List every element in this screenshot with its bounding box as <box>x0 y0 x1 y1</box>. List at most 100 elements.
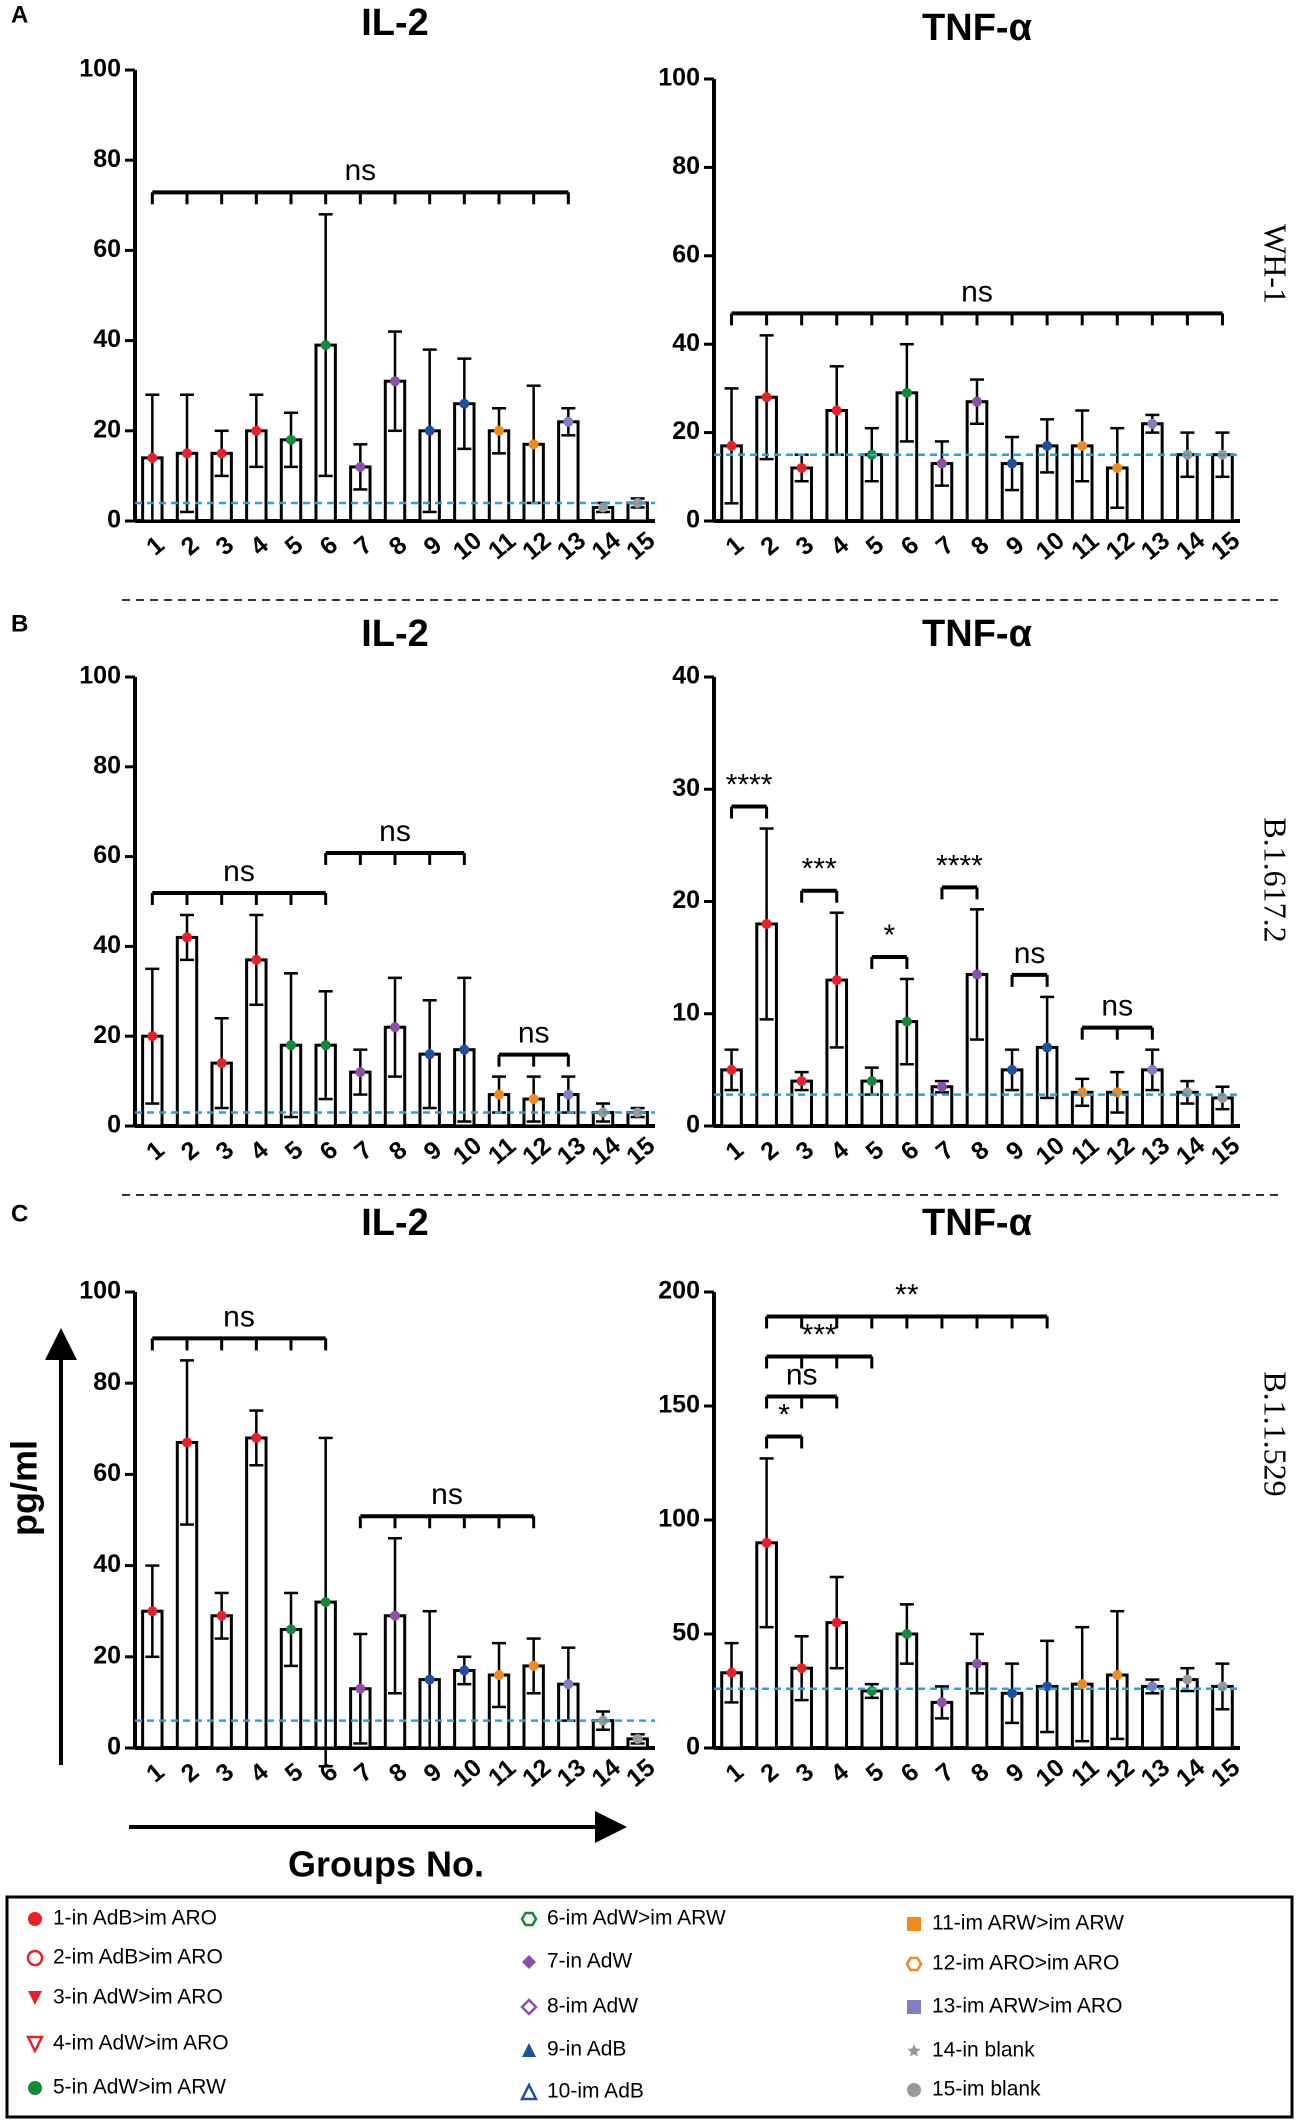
mean-dot <box>563 1679 574 1690</box>
legend-box <box>5 1895 1294 2119</box>
mean-dot <box>528 439 539 450</box>
x-tick-label: 8 <box>966 1136 995 1166</box>
y-tick-label: 0 <box>107 506 121 534</box>
mean-dot <box>494 1670 504 1681</box>
x-tick-label: 1 <box>720 1136 749 1166</box>
y-tick-label: 0 <box>686 1733 700 1761</box>
panel-label: C <box>11 1200 28 1227</box>
significance-label: ns <box>223 855 255 888</box>
mean-dot <box>424 1049 435 1060</box>
mean-dot <box>1182 1674 1193 1685</box>
x-tick-label: 10 <box>448 1753 487 1792</box>
y-tick-label: 30 <box>672 774 700 802</box>
y-tick-label: 80 <box>93 145 121 173</box>
legend-label: 6-im AdW>im ARW <box>547 1907 726 1930</box>
x-tick-label: 9 <box>418 1136 447 1166</box>
mean-dot <box>1112 1087 1123 1098</box>
x-tick-label: 8 <box>384 1758 413 1788</box>
x-tick-label: 15 <box>621 1753 660 1792</box>
x-tick-label: 5 <box>280 1758 309 1788</box>
bar <box>557 420 580 523</box>
x-tick-label: 5 <box>280 1136 309 1166</box>
x-tick-label: 7 <box>349 1136 378 1166</box>
mean-dot <box>972 969 982 980</box>
legend-marker <box>25 2035 45 2054</box>
legend-marker <box>28 2081 42 2095</box>
x-tick-label: 8 <box>384 1136 413 1166</box>
mean-dot <box>598 502 608 513</box>
y-tick-label: 80 <box>93 751 121 779</box>
x-tick-label: 4 <box>245 531 274 561</box>
legend-marker <box>907 2044 921 2057</box>
y-tick-label: 20 <box>93 1021 121 1049</box>
y-axis-label: pg/ml <box>4 1440 45 1536</box>
chart-title: TNF-α <box>922 7 1032 49</box>
x-tick-label: 3 <box>790 1758 819 1788</box>
mean-dot <box>251 1432 262 1443</box>
bar <box>1141 1684 1164 1750</box>
mean-dot <box>1007 1688 1018 1699</box>
chart-title: TNF-α <box>922 1202 1032 1244</box>
chart-title: TNF-α <box>922 613 1032 655</box>
mean-dot <box>726 1064 737 1075</box>
mean-dot <box>320 1597 331 1608</box>
y-tick-label: 0 <box>107 1111 121 1139</box>
bar <box>175 935 199 1128</box>
x-tick-label: 1 <box>720 531 749 561</box>
chart-title: IL-2 <box>361 2 429 44</box>
mean-dot <box>390 1022 400 1033</box>
significance-label: **** <box>726 768 773 801</box>
mean-dot <box>424 1674 435 1685</box>
x-tick-label: 6 <box>896 1758 925 1788</box>
significance-label: ** <box>895 1278 919 1311</box>
x-tick-label: 10 <box>1031 526 1070 565</box>
y-tick-label: 0 <box>107 1733 121 1761</box>
x-tick-label: 3 <box>210 1136 239 1166</box>
x-tick-label: 9 <box>418 1758 447 1788</box>
x-tick-label: 10 <box>448 1131 487 1170</box>
y-tick-label: 100 <box>79 55 121 83</box>
x-tick-label: 6 <box>896 1136 925 1166</box>
x-tick-label: 10 <box>1031 1131 1070 1170</box>
legend-marker <box>522 1955 536 1969</box>
x-tick-label: 12 <box>517 526 556 565</box>
legend-marker <box>519 2082 539 2101</box>
legend-label: 5-in AdW>im ARW <box>53 2076 226 2099</box>
legend-marker <box>28 1991 42 2005</box>
mean-dot <box>355 461 366 472</box>
x-tick-label: 10 <box>1031 1753 1070 1792</box>
y-tick-label: 150 <box>658 1391 700 1419</box>
mean-dot <box>1042 1042 1053 1053</box>
x-tick-label: 13 <box>1136 526 1175 565</box>
mean-dot <box>1042 440 1053 451</box>
x-axis-label: Groups No. <box>288 1844 484 1885</box>
mean-dot <box>251 954 262 965</box>
x-tick-label: 6 <box>314 1136 343 1166</box>
mean-dot <box>1112 1670 1123 1681</box>
y-tick-label: 20 <box>93 1641 121 1669</box>
mean-dot <box>1147 1064 1158 1075</box>
x-tick-label: 2 <box>176 1136 205 1166</box>
mean-dot <box>1112 462 1123 473</box>
x-tick-label: 15 <box>1206 1131 1245 1170</box>
x-tick-label: 2 <box>755 531 784 561</box>
mean-dot <box>796 1663 807 1674</box>
significance-label: ns <box>1014 937 1046 970</box>
variant-label: B.1.617.2 <box>1258 817 1294 942</box>
mean-dot <box>936 1697 947 1708</box>
x-tick-label: 11 <box>483 1132 521 1170</box>
x-tick-label: 1 <box>141 1136 170 1166</box>
y-tick-label: 80 <box>93 1368 121 1396</box>
x-tick-label: 15 <box>1206 1753 1245 1792</box>
mean-dot <box>936 1081 947 1092</box>
x-tick-label: 1 <box>141 531 170 561</box>
y-tick-label: 100 <box>79 1277 121 1305</box>
mean-dot <box>1077 440 1088 451</box>
variant-label: B.1.1.529 <box>1258 1371 1294 1496</box>
x-tick-label: 1 <box>720 1758 749 1788</box>
x-tick-label: 3 <box>210 1758 239 1788</box>
legend-label: 3-in AdW>im ARO <box>53 1986 223 2009</box>
bar <box>245 1436 268 1750</box>
legend-marker <box>905 1956 923 1972</box>
